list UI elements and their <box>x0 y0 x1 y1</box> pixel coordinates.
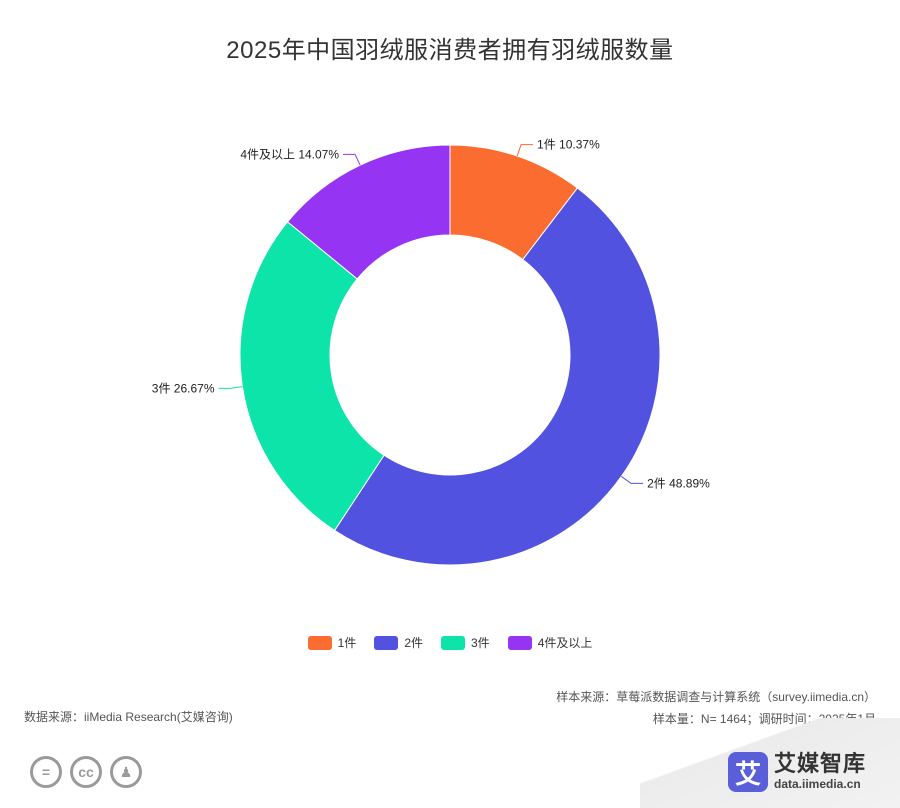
brand-mark-icon: 艾 <box>728 752 768 792</box>
legend-swatch <box>307 635 332 650</box>
legend-item-2[interactable]: 2件 <box>374 634 423 651</box>
legend-item-1[interactable]: 1件 <box>307 634 357 651</box>
brand-url: data.iimedia.cn <box>774 777 861 791</box>
donut-chart: 1件 10.37% 2件 48.89% 3件 26.67% 4件及以上 14.07% <box>152 138 710 566</box>
legend-label: 4件及以上 <box>537 636 593 650</box>
leader-line-2 <box>621 476 644 484</box>
legend-swatch <box>441 635 465 650</box>
chart-title: 2025年中国羽绒服消费者拥有羽绒服数量 <box>226 37 674 64</box>
data-source: 数据来源：iiMedia Research(艾媒咨询) <box>24 710 233 724</box>
donut-slice-3 <box>239 221 385 532</box>
legend-label: 2件 <box>404 636 423 650</box>
license-icons: = cc ♟ <box>30 756 142 788</box>
legend-label: 1件 <box>337 636 357 650</box>
corner-decoration <box>640 718 900 808</box>
legend-item-4[interactable]: 4件及以上 <box>507 634 593 651</box>
leader-line-4 <box>343 153 361 166</box>
chart-legend: 1件 2件 3件 4件及以上 <box>0 634 900 651</box>
equal-icon: = <box>30 756 62 788</box>
donut-slice-4 <box>286 144 451 280</box>
legend-item-3[interactable]: 3件 <box>441 634 490 651</box>
brand-name: 艾媒智库 <box>774 751 867 776</box>
legend-swatch <box>374 635 399 650</box>
leader-line-3 <box>218 386 243 389</box>
donut-slice-2 <box>333 187 661 566</box>
data-label-3: 3件 26.67% <box>152 381 215 395</box>
sample-source: 样本来源：草莓派数据调查与计算系统（survey.iimedia.cn） <box>556 690 876 704</box>
brand-logo: 艾 艾媒智库 data.iimedia.cn <box>728 752 866 792</box>
data-label-2: 2件 48.89% <box>647 476 710 490</box>
leader-line-1 <box>516 144 534 157</box>
person-icon: ♟ <box>110 756 142 788</box>
data-label-1: 1件 10.37% <box>537 138 600 152</box>
legend-label: 3件 <box>471 636 490 650</box>
cc-icon: cc <box>70 756 102 788</box>
legend-swatch <box>507 635 532 650</box>
data-label-4: 4件及以上 14.07% <box>240 147 339 161</box>
